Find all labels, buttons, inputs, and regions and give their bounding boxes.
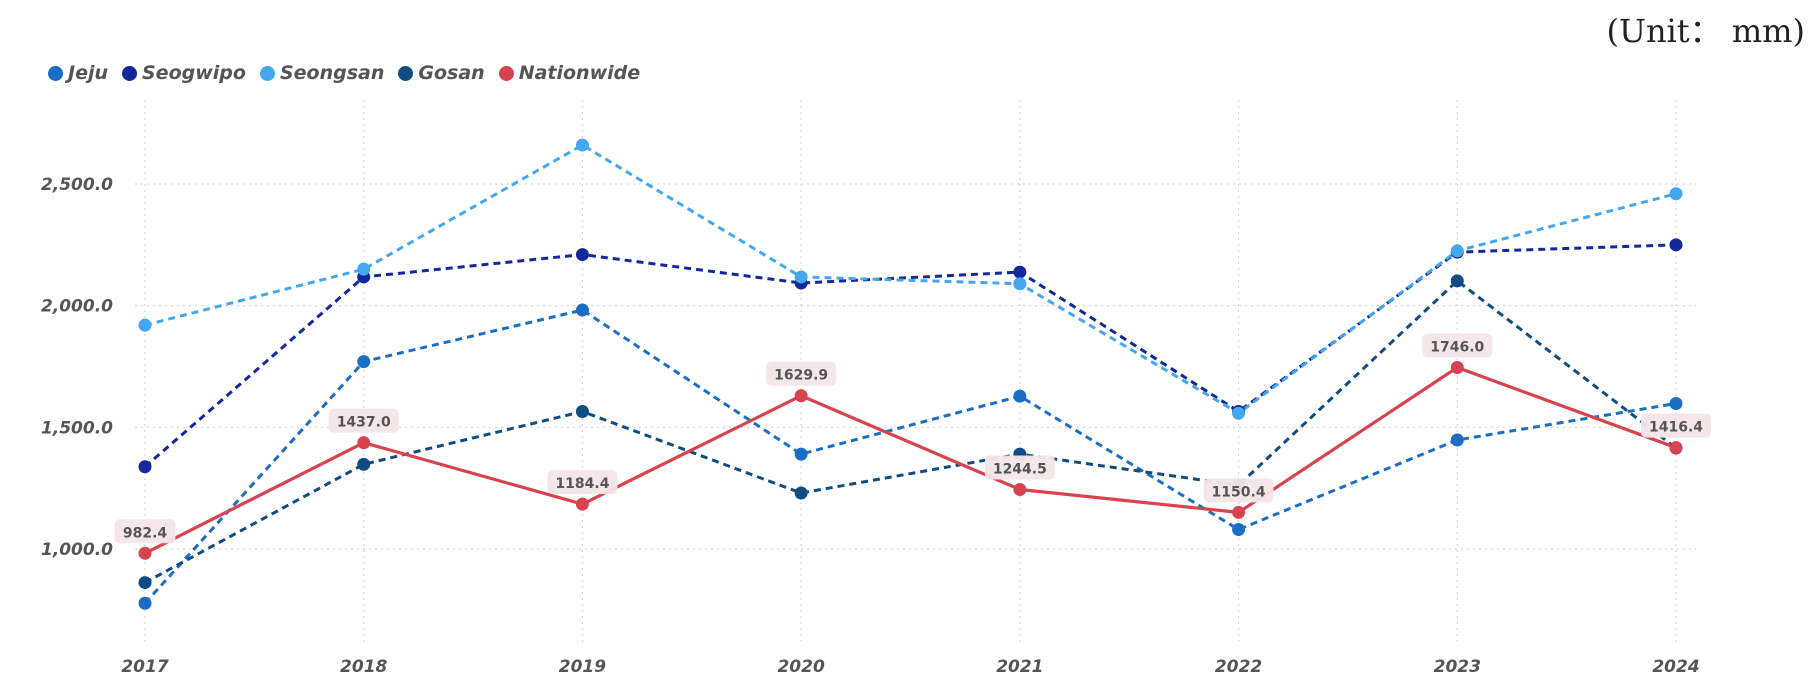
data-point-nationwide-2024 [1669, 441, 1683, 455]
x-tick-label-2020: 2020 [777, 657, 824, 677]
data-label-nationwide-2024: 1416.4 [1649, 420, 1703, 436]
data-label-bg-nationwide-2021 [984, 455, 1055, 480]
data-point-gosan-2019 [575, 405, 589, 419]
legend-dot-gosan [398, 65, 414, 81]
data-point-jeju-2017 [138, 596, 152, 610]
data-point-gosan-2020 [794, 486, 808, 500]
data-point-seongsan-2023 [1450, 244, 1464, 258]
data-label-nationwide-2018: 1437.0 [337, 415, 391, 431]
legend-item-seogwipo[interactable]: Seogwipo [122, 62, 246, 84]
y-tick-label: 2,500.0 [41, 175, 113, 195]
data-label-nationwide-2019: 1184.4 [555, 476, 609, 492]
data-label-bg-nationwide-2023 [1422, 333, 1493, 358]
legend-dot-jeju [48, 65, 63, 81]
legend-label-jeju: Jeju [68, 62, 108, 84]
x-tick-label-2018: 2018 [340, 657, 387, 677]
series-line-gosan [144, 279, 1677, 584]
data-point-seogwipo-2021 [1013, 265, 1027, 279]
data-point-gosan-2018 [357, 457, 371, 471]
data-point-seongsan-2019 [575, 138, 589, 152]
chart-legend: Jeju Seogwipo Seongsan Gosan Nationwide [48, 62, 640, 84]
data-label-bg-nationwide-2020 [766, 361, 837, 386]
data-point-nationwide-2019 [575, 497, 589, 511]
legend-dot-nationwide [498, 65, 514, 81]
data-point-jeju-2019 [575, 303, 589, 317]
data-point-seongsan-2017 [138, 318, 152, 332]
data-point-jeju-2022 [1232, 523, 1246, 537]
data-label-nationwide-2023: 1746.0 [1430, 339, 1484, 355]
legend-label-seogwipo: Seogwipo [142, 62, 246, 84]
data-point-seongsan-2022 [1232, 406, 1246, 420]
series-line-nationwide [144, 365, 1677, 555]
data-point-seogwipo-2024 [1669, 238, 1683, 252]
x-tick-label-2024: 2024 [1652, 657, 1699, 677]
data-label-nationwide-2020: 1629.9 [774, 368, 828, 384]
data-point-nationwide-2020 [794, 389, 808, 403]
data-label-bg-nationwide-2024 [1641, 413, 1711, 438]
legend-label-nationwide: Nationwide [518, 62, 641, 84]
data-point-jeju-2018 [357, 355, 371, 369]
data-label-bg-nationwide-2022 [1203, 478, 1274, 503]
unit-label: (Unit： mm) [1606, 12, 1805, 50]
data-point-nationwide-2018 [357, 436, 371, 450]
data-point-nationwide-2017 [138, 546, 152, 560]
data-point-gosan-2017 [138, 576, 152, 590]
data-label-nationwide-2022: 1150.4 [1212, 484, 1266, 500]
y-tick-label: 1,500.0 [41, 418, 113, 438]
x-tick-label-2019: 2019 [559, 657, 606, 677]
data-point-seogwipo-2019 [575, 248, 589, 262]
data-point-jeju-2021 [1013, 389, 1027, 403]
data-label-nationwide-2017: 982.4 [123, 525, 168, 541]
legend-label-seongsan: Seongsan [279, 62, 385, 84]
legend-dot-seongsan [259, 65, 275, 81]
data-label-bg-nationwide-2018 [328, 408, 399, 433]
series-line-jeju [143, 308, 1677, 605]
legend-dot-seogwipo [122, 65, 137, 81]
data-point-nationwide-2022 [1232, 505, 1246, 519]
legend-item-jeju[interactable]: Jeju [48, 62, 108, 84]
x-tick-label-2021: 2021 [996, 657, 1043, 677]
legend-label-gosan: Gosan [418, 62, 485, 84]
data-label-nationwide-2021: 1244.5 [993, 462, 1047, 478]
data-point-seongsan-2018 [357, 262, 371, 276]
x-tick-label-2017: 2017 [121, 657, 168, 677]
legend-item-seongsan[interactable]: Seongsan [259, 62, 385, 84]
data-point-seongsan-2024 [1669, 187, 1683, 201]
data-point-nationwide-2021 [1013, 483, 1027, 497]
series-line-seongsan [144, 143, 1677, 415]
legend-item-nationwide[interactable]: Nationwide [498, 62, 641, 84]
data-point-seogwipo-2017 [138, 460, 152, 474]
data-point-jeju-2020 [794, 447, 808, 461]
data-point-seongsan-2021 [1013, 277, 1027, 291]
legend-item-gosan[interactable]: Gosan [398, 62, 485, 84]
x-tick-label-2023: 2023 [1434, 657, 1481, 677]
x-tick-label-2022: 2022 [1215, 657, 1262, 677]
data-label-bg-nationwide-2019 [547, 470, 618, 495]
data-point-nationwide-2023 [1450, 360, 1464, 374]
data-point-jeju-2024 [1669, 396, 1683, 410]
y-tick-label: 1,000.0 [41, 540, 113, 560]
data-point-gosan-2023 [1450, 274, 1464, 288]
data-point-jeju-2023 [1450, 433, 1464, 447]
data-point-seongsan-2020 [794, 270, 808, 284]
y-tick-label: 2,000.0 [41, 297, 113, 317]
data-label-bg-nationwide-2017 [114, 519, 176, 544]
